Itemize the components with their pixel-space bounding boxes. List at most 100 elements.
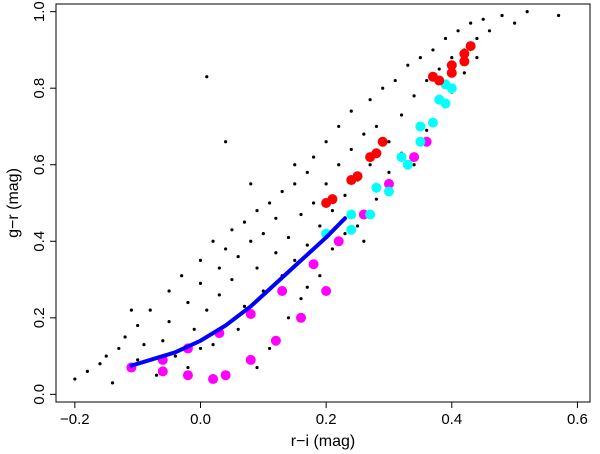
- y-tick-label-3: 0.6: [31, 154, 48, 175]
- series-1-point-17: [208, 374, 219, 385]
- series-1-point-4: [245, 308, 256, 319]
- series-line-4: [129, 216, 347, 368]
- data-point-95: [412, 163, 416, 167]
- data-point-99: [186, 365, 190, 370]
- data-point-17: [192, 327, 196, 331]
- data-point-76: [456, 29, 460, 33]
- data-point-46: [305, 170, 309, 174]
- x-tick-label-4: 0.6: [567, 411, 588, 428]
- data-point-82: [500, 13, 504, 18]
- data-point-102: [268, 346, 272, 351]
- data-point-58: [349, 109, 353, 113]
- y-tick-label-1: 0.2: [31, 307, 48, 328]
- data-point-38: [274, 251, 278, 255]
- series-1-point-6: [308, 259, 319, 270]
- data-point-26: [224, 247, 228, 251]
- data-point-60: [362, 132, 366, 136]
- data-point-28: [230, 277, 234, 282]
- data-point-23: [211, 342, 215, 347]
- data-point-18: [198, 258, 203, 263]
- data-point-57: [349, 147, 353, 152]
- data-point-79: [475, 36, 479, 41]
- data-point-0: [73, 377, 77, 381]
- data-point-93: [330, 247, 335, 251]
- data-point-81: [487, 29, 492, 33]
- data-point-68: [406, 63, 410, 67]
- data-point-45: [299, 212, 303, 217]
- data-point-110: [305, 285, 309, 289]
- data-point-34: [255, 266, 259, 270]
- data-point-44: [293, 258, 297, 263]
- series-2-point-14: [346, 224, 357, 235]
- data-point-49: [311, 155, 316, 159]
- series-3-point-4: [371, 148, 382, 159]
- data-point-47: [305, 243, 309, 247]
- plot-frame: [55, 3, 591, 403]
- plot-marks: [73, 10, 561, 385]
- series-3-point-8: [446, 60, 457, 71]
- data-point-111: [198, 346, 203, 351]
- data-point-101: [362, 239, 366, 243]
- series-2-point-1: [346, 209, 357, 220]
- series-2-point-2: [371, 182, 382, 193]
- data-point-52: [324, 140, 328, 144]
- data-point-12: [167, 289, 171, 293]
- series-3-point-11: [459, 56, 470, 67]
- data-point-97: [387, 170, 391, 174]
- data-point-71: [425, 78, 429, 83]
- data-point-56: [343, 193, 347, 197]
- data-point-32: [249, 239, 253, 243]
- series-1-point-18: [182, 370, 193, 381]
- series-1-point-10: [409, 152, 420, 163]
- data-point-4: [110, 381, 115, 385]
- data-point-61: [368, 98, 372, 102]
- data-point-66: [393, 78, 397, 83]
- data-point-105: [343, 232, 347, 236]
- data-point-20: [205, 308, 209, 312]
- data-point-48: [311, 201, 316, 205]
- y-tick-label-0: 0.0: [31, 384, 48, 405]
- data-point-24: [217, 266, 221, 270]
- y-tick-label-2: 0.4: [31, 231, 48, 252]
- series-3-point-6: [327, 194, 338, 205]
- series-1-point-14: [270, 335, 281, 346]
- data-point-78: [469, 21, 473, 25]
- series-2-point-12: [383, 186, 394, 197]
- data-point-16: [186, 300, 190, 305]
- data-point-55: [337, 124, 341, 129]
- data-point-9: [148, 308, 152, 312]
- data-point-94: [374, 197, 378, 201]
- series-1-point-9: [383, 178, 394, 189]
- data-point-29: [236, 254, 240, 259]
- data-point-6: [123, 335, 127, 339]
- data-point-50: [318, 224, 322, 228]
- data-point-62: [368, 163, 372, 167]
- data-point-72: [431, 48, 435, 52]
- data-point-11: [161, 339, 165, 343]
- series-2-point-9: [427, 117, 438, 128]
- series-3-point-10: [465, 41, 476, 52]
- data-point-31: [242, 304, 247, 308]
- series-2-point-10: [415, 136, 426, 147]
- data-point-1: [85, 369, 90, 373]
- data-point-39: [274, 216, 278, 220]
- data-point-104: [293, 163, 297, 167]
- data-point-100: [318, 274, 322, 278]
- data-point-35: [261, 232, 265, 236]
- series-2-point-13: [365, 209, 376, 220]
- data-point-70: [418, 55, 422, 60]
- data-point-53: [330, 209, 335, 213]
- data-point-87: [255, 365, 259, 370]
- data-point-54: [337, 163, 341, 167]
- series-1-point-7: [333, 236, 344, 247]
- data-point-80: [481, 17, 485, 21]
- data-point-3: [104, 354, 108, 358]
- data-point-22: [211, 239, 215, 243]
- data-point-108: [462, 71, 466, 75]
- data-point-75: [450, 55, 454, 60]
- x-tick-label-2: 0.2: [316, 411, 337, 428]
- series-3-point-5: [352, 171, 363, 182]
- series-2-point-3: [396, 152, 407, 163]
- series-1-point-19: [157, 366, 168, 377]
